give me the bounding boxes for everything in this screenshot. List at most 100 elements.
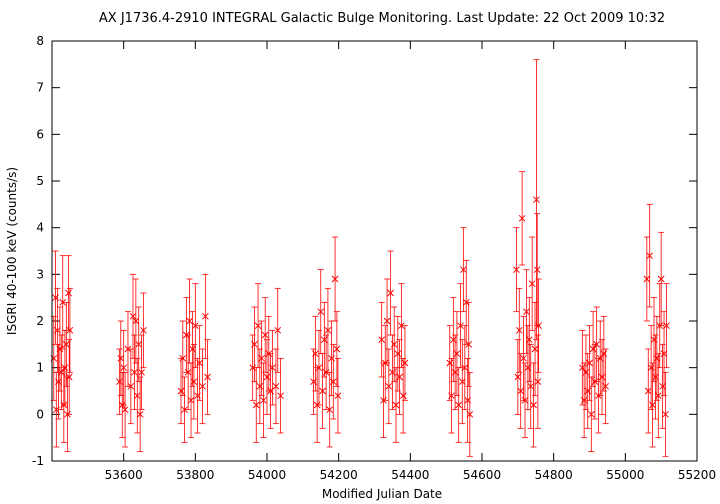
data-point bbox=[120, 329, 128, 406]
y-tick-label: 1 bbox=[36, 361, 44, 375]
data-point bbox=[65, 339, 73, 415]
x-marker bbox=[663, 322, 670, 330]
x-marker bbox=[181, 406, 188, 414]
x-tick-label: 55000 bbox=[606, 468, 644, 482]
x-marker bbox=[333, 345, 341, 353]
data-point bbox=[331, 236, 339, 322]
data-point bbox=[515, 287, 523, 373]
x-marker bbox=[269, 364, 276, 372]
x-marker bbox=[378, 336, 386, 344]
x-marker bbox=[326, 406, 334, 414]
x-marker bbox=[647, 364, 655, 372]
y-tick-label: 8 bbox=[36, 34, 44, 48]
data-point bbox=[527, 343, 535, 429]
x-marker bbox=[646, 252, 654, 260]
data-point bbox=[333, 311, 341, 387]
data-point bbox=[251, 306, 258, 383]
data-point bbox=[517, 353, 525, 429]
y-tick-label: 0 bbox=[36, 407, 44, 421]
x-marker bbox=[528, 280, 536, 288]
x-marker bbox=[127, 382, 135, 390]
data-point bbox=[514, 339, 522, 415]
x-marker bbox=[593, 340, 601, 348]
data-point bbox=[196, 325, 203, 401]
x-marker bbox=[59, 298, 67, 306]
data-point bbox=[66, 287, 74, 373]
data-point bbox=[319, 353, 326, 429]
data-point bbox=[586, 325, 593, 401]
x-marker bbox=[534, 378, 542, 386]
x-marker bbox=[317, 308, 325, 316]
x-marker bbox=[385, 382, 393, 390]
x-marker bbox=[132, 317, 140, 325]
x-marker bbox=[530, 401, 537, 409]
x-marker bbox=[252, 401, 260, 409]
data-point bbox=[520, 315, 527, 401]
x-marker bbox=[62, 340, 70, 348]
x-marker bbox=[650, 336, 658, 344]
data-point bbox=[533, 213, 541, 327]
x-marker bbox=[660, 350, 668, 358]
x-tick-label: 53600 bbox=[105, 468, 143, 482]
y-tick-label: 7 bbox=[36, 81, 44, 95]
x-marker bbox=[254, 322, 262, 330]
x-marker bbox=[55, 378, 62, 386]
x-marker bbox=[535, 322, 542, 330]
x-marker bbox=[390, 340, 398, 348]
x-marker bbox=[331, 275, 339, 283]
data-point bbox=[181, 376, 188, 443]
x-marker bbox=[649, 401, 656, 409]
x-marker bbox=[587, 410, 595, 418]
data-point bbox=[660, 311, 668, 397]
x-marker bbox=[517, 387, 525, 395]
data-point bbox=[643, 236, 651, 322]
x-marker bbox=[457, 322, 464, 330]
data-points bbox=[50, 59, 670, 457]
x-marker bbox=[521, 396, 529, 404]
data-point bbox=[190, 343, 198, 420]
x-marker bbox=[586, 359, 593, 367]
x-marker bbox=[261, 331, 269, 339]
data-point bbox=[387, 250, 394, 336]
x-marker bbox=[138, 368, 145, 376]
data-point bbox=[133, 357, 141, 434]
x-marker bbox=[116, 378, 123, 386]
x-marker bbox=[520, 354, 527, 362]
chart-title: AX J1736.4-2910 INTEGRAL Galactic Bulge … bbox=[99, 11, 665, 26]
x-tick-label: 54600 bbox=[463, 468, 501, 482]
x-marker bbox=[315, 364, 323, 372]
data-point bbox=[334, 357, 342, 434]
data-point bbox=[530, 362, 537, 448]
x-marker bbox=[136, 410, 144, 418]
data-point bbox=[659, 343, 666, 429]
x-marker bbox=[518, 214, 526, 222]
data-point bbox=[117, 320, 125, 397]
x-marker bbox=[453, 350, 461, 358]
x-tick-label: 54000 bbox=[248, 468, 286, 482]
x-marker bbox=[533, 266, 541, 274]
data-point bbox=[602, 348, 609, 425]
data-point bbox=[466, 371, 474, 457]
x-marker bbox=[460, 266, 467, 274]
y-axis-label: ISGRI 40-100 keV (counts/s) bbox=[5, 167, 19, 335]
x-marker bbox=[191, 322, 199, 330]
data-point bbox=[129, 273, 137, 359]
data-point bbox=[401, 325, 409, 401]
data-point bbox=[657, 231, 665, 327]
x-marker bbox=[523, 308, 530, 316]
x-marker bbox=[531, 345, 539, 353]
x-marker bbox=[383, 317, 391, 325]
axis-ticks: -1 0 1 2 3 4 5 6 7 8 53600 53800 54000 54200 54400 5460… bbox=[32, 34, 716, 482]
x-marker bbox=[54, 326, 61, 334]
x-marker bbox=[659, 382, 666, 390]
x-marker bbox=[251, 340, 258, 348]
x-tick-label: 54200 bbox=[320, 468, 358, 482]
data-point bbox=[535, 278, 542, 373]
data-point bbox=[453, 311, 461, 397]
data-point bbox=[199, 348, 206, 425]
y-tick-label: -1 bbox=[32, 454, 44, 468]
x-marker bbox=[120, 364, 128, 372]
x-marker bbox=[398, 322, 405, 330]
data-point bbox=[521, 362, 529, 439]
x-marker bbox=[657, 275, 665, 283]
